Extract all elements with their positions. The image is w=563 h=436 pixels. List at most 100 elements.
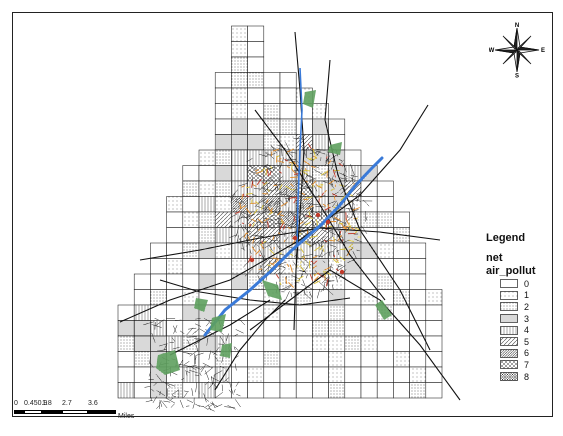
grid-cell — [279, 304, 297, 321]
map-features — [119, 31, 461, 412]
grid-cell — [182, 211, 200, 228]
major-road — [119, 104, 429, 323]
compass-rose-icon: N S E W — [489, 23, 545, 78]
grid-cell — [166, 196, 184, 213]
grid-cell — [198, 211, 216, 228]
grid-cell — [279, 382, 297, 399]
grid-cell — [166, 227, 184, 244]
grid-cell — [344, 335, 362, 352]
grid-cell — [214, 118, 232, 135]
grid-cell — [295, 382, 313, 399]
grid-cell — [182, 320, 200, 337]
grid-cell — [182, 180, 200, 197]
legend-swatch — [500, 291, 518, 300]
grid-cell — [231, 103, 248, 120]
grid-cell — [393, 320, 410, 337]
grid-cell — [182, 165, 200, 182]
grid-cell — [360, 304, 378, 321]
legend-item-label: 0 — [524, 278, 530, 289]
grid-cell — [376, 242, 394, 259]
grid-cell — [231, 56, 248, 73]
grid-cell — [344, 366, 362, 383]
grid-cell — [247, 72, 265, 89]
grid-cell — [166, 273, 184, 290]
grid-cell — [263, 335, 281, 352]
grid-cell — [214, 72, 232, 89]
grid-cell — [376, 335, 394, 352]
grid-cell — [360, 180, 378, 197]
legend-swatch — [500, 314, 518, 323]
legend-item: 2 — [486, 301, 563, 313]
scale-segment — [42, 410, 62, 414]
grid-cell — [328, 304, 346, 321]
grid-cell — [263, 366, 281, 383]
grid-cell — [425, 289, 443, 306]
major-road — [159, 279, 351, 306]
legend-layer-name: net — [486, 252, 503, 264]
grid-cell — [214, 211, 232, 228]
grid-cell — [231, 304, 248, 321]
west-label: W — [489, 48, 495, 54]
grid-cell — [409, 351, 427, 368]
grid-cell — [360, 242, 378, 259]
grid-cell — [393, 335, 410, 352]
grid-cell — [231, 165, 248, 182]
grid-cell — [247, 320, 265, 337]
grid-cell — [247, 351, 265, 368]
grid-cell — [214, 227, 232, 244]
grid-cell — [133, 320, 151, 337]
pollution-hotspot — [249, 257, 255, 263]
grid-cell — [279, 335, 297, 352]
grid-cell — [182, 335, 200, 352]
colored-streets — [245, 149, 361, 286]
grid-cell — [198, 165, 216, 182]
grid-cell — [263, 72, 281, 89]
grid-cell — [279, 242, 297, 259]
grid-cell — [214, 196, 232, 213]
grid-cell — [166, 320, 184, 337]
grid-cell — [198, 258, 216, 275]
grid-cell — [376, 180, 394, 197]
grid-cell — [117, 304, 135, 321]
grid-cell — [409, 242, 427, 259]
grid-cell — [360, 211, 378, 228]
grid-cell — [376, 351, 394, 368]
grid-cell — [133, 335, 151, 352]
grid-cell — [263, 134, 281, 151]
grid-cell — [295, 118, 313, 135]
grid-cell — [376, 258, 394, 275]
grid-cell — [166, 289, 184, 306]
grid-cell — [117, 320, 135, 337]
grid-cell — [279, 165, 297, 182]
grid-cell — [133, 366, 151, 383]
legend-item-label: 2 — [524, 301, 530, 312]
pollution-hotspot — [315, 212, 321, 218]
legend-item: 7 — [486, 359, 563, 371]
scale-units: Miles — [118, 413, 135, 420]
legend-title: Legend — [486, 232, 526, 244]
grid-cell — [393, 242, 410, 259]
park-area — [375, 300, 392, 320]
grid-cell — [344, 304, 362, 321]
grid-cell — [312, 335, 329, 352]
grid-cell — [279, 103, 297, 120]
grid-cell — [279, 87, 297, 104]
grid-cell — [393, 351, 410, 368]
park-area — [220, 343, 232, 358]
grid-cell — [166, 335, 184, 352]
grid-cell — [295, 304, 313, 321]
park-area — [303, 90, 316, 108]
park-area — [210, 314, 226, 332]
grid-cell — [247, 25, 265, 42]
grid-cell — [312, 382, 329, 399]
grid-cell — [198, 227, 216, 244]
scale-tick-label: 2.7 — [62, 400, 72, 407]
grid-cell — [409, 366, 427, 383]
grid-cell — [166, 382, 184, 399]
grid-cell — [231, 41, 248, 58]
grid-cell — [425, 366, 443, 383]
grid-cell — [214, 366, 232, 383]
grid-cell — [150, 320, 167, 337]
pollution-hotspot — [292, 235, 298, 241]
